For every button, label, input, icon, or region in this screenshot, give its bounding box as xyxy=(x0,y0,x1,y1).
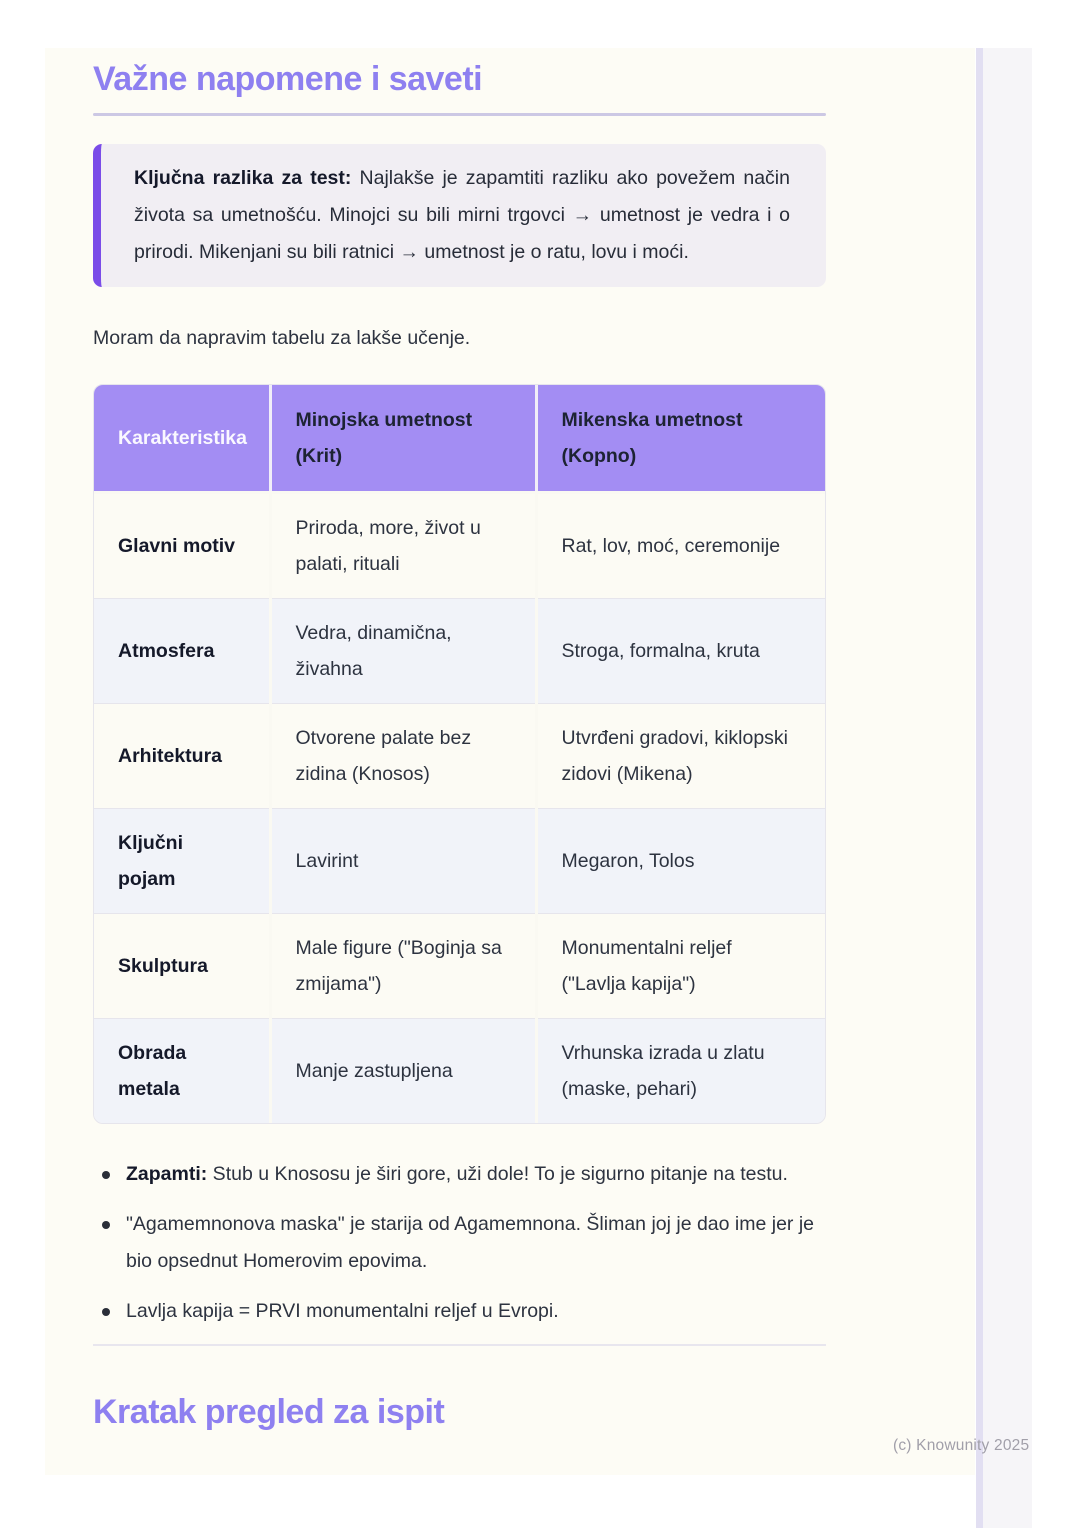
row-label: Skulptura xyxy=(94,913,272,1019)
list-item-text: Zapamti: Stub u Knososu je širi gore, už… xyxy=(126,1163,788,1185)
callout-body: Najlakše je zapamtiti razliku ako poveže… xyxy=(134,167,790,263)
bullet-icon xyxy=(102,1171,110,1179)
cell-mikenska: Vrhunska izrada u zlatu (maske, pehari) xyxy=(536,1018,825,1123)
row-label: Obrada metala xyxy=(94,1018,272,1123)
list-item-body: Stub u Knososu je širi gore, uži dole! T… xyxy=(207,1163,788,1185)
table-header-row: Karakteristika Minojska umetnost (Krit) … xyxy=(94,385,825,494)
callout-text: Ključna razlika za test: Najlakše je zap… xyxy=(134,160,790,271)
note-page: Važne napomene i saveti Ključna razlika … xyxy=(45,48,975,1475)
list-item-body: "Agamemnonova maska" je starija od Agame… xyxy=(126,1213,815,1272)
cell-minojska: Priroda, more, život u palati, rituali xyxy=(270,492,538,599)
table-row: Ključni pojam Lavirint Megaron, Tolos xyxy=(94,808,825,914)
cell-minojska: Manje zastupljena xyxy=(270,1018,538,1123)
table-row: Arhitektura Otvorene palate bez zidina (… xyxy=(94,703,825,809)
cell-minojska: Vedra, dinamična, živahna xyxy=(270,598,538,704)
list-item-text: "Agamemnonova maska" je starija od Agame… xyxy=(126,1213,814,1272)
intro-paragraph: Moram da napravim tabelu za lakše učenje… xyxy=(93,327,471,349)
cell-minojska: Otvorene palate bez zidina (Knosos) xyxy=(270,703,538,809)
bullet-icon xyxy=(102,1221,110,1229)
heading-divider xyxy=(93,113,826,116)
scroll-gutter xyxy=(983,48,1032,1528)
row-label: Atmosfera xyxy=(94,598,272,704)
section-divider xyxy=(93,1344,826,1346)
cell-mikenska: Megaron, Tolos xyxy=(536,808,825,914)
row-label: Ključni pojam xyxy=(94,808,272,914)
callout-lead: Ključna razlika za test: xyxy=(134,167,352,189)
col-header-karakteristika: Karakteristika xyxy=(94,385,272,494)
section-title-review: Kratak pregled za ispit xyxy=(93,1393,445,1431)
cell-mikenska: Stroga, formalna, kruta xyxy=(536,598,825,704)
table-row: Atmosfera Vedra, dinamična, živahna Stro… xyxy=(94,598,825,704)
table-row: Skulptura Male figure ("Boginja sa zmija… xyxy=(94,913,825,1019)
comparison-table: Karakteristika Minojska umetnost (Krit) … xyxy=(93,384,826,1124)
cell-mikenska: Rat, lov, moć, ceremonije xyxy=(536,492,825,599)
cell-minojska: Male figure ("Boginja sa zmijama") xyxy=(270,913,538,1019)
cell-minojska: Lavirint xyxy=(270,808,538,914)
table-row: Glavni motiv Priroda, more, život u pala… xyxy=(94,492,825,599)
list-item-body: Lavlja kapija = PRVI monumentalni reljef… xyxy=(126,1300,559,1322)
page-edge-divider xyxy=(976,48,983,1528)
section-title-notes: Važne napomene i saveti xyxy=(93,60,483,98)
list-item: "Agamemnonova maska" je starija od Agame… xyxy=(93,1206,826,1280)
list-item: Zapamti: Stub u Knososu je širi gore, už… xyxy=(93,1156,826,1193)
callout-box: Ključna razlika za test: Najlakše je zap… xyxy=(93,144,826,287)
table-row: Obrada metala Manje zastupljena Vrhunska… xyxy=(94,1018,825,1123)
row-label: Glavni motiv xyxy=(94,492,272,599)
cell-mikenska: Monumentalni reljef ("Lavlja kapija") xyxy=(536,913,825,1019)
col-header-mikenska: Mikenska umetnost (Kopno) xyxy=(536,385,825,494)
bullet-icon xyxy=(102,1308,110,1316)
watermark: (c) Knowunity 2025 xyxy=(893,1437,1030,1454)
cell-mikenska: Utvrđeni gradovi, kiklopski zidovi (Mike… xyxy=(536,703,825,809)
row-label: Arhitektura xyxy=(94,703,272,809)
list-item-lead: Zapamti: xyxy=(126,1163,208,1185)
list-item-text: Lavlja kapija = PRVI monumentalni reljef… xyxy=(126,1300,559,1322)
list-item: Lavlja kapija = PRVI monumentalni reljef… xyxy=(93,1293,826,1330)
col-header-minojska: Minojska umetnost (Krit) xyxy=(270,385,538,494)
notes-list: Zapamti: Stub u Knososu je širi gore, už… xyxy=(93,1156,826,1330)
